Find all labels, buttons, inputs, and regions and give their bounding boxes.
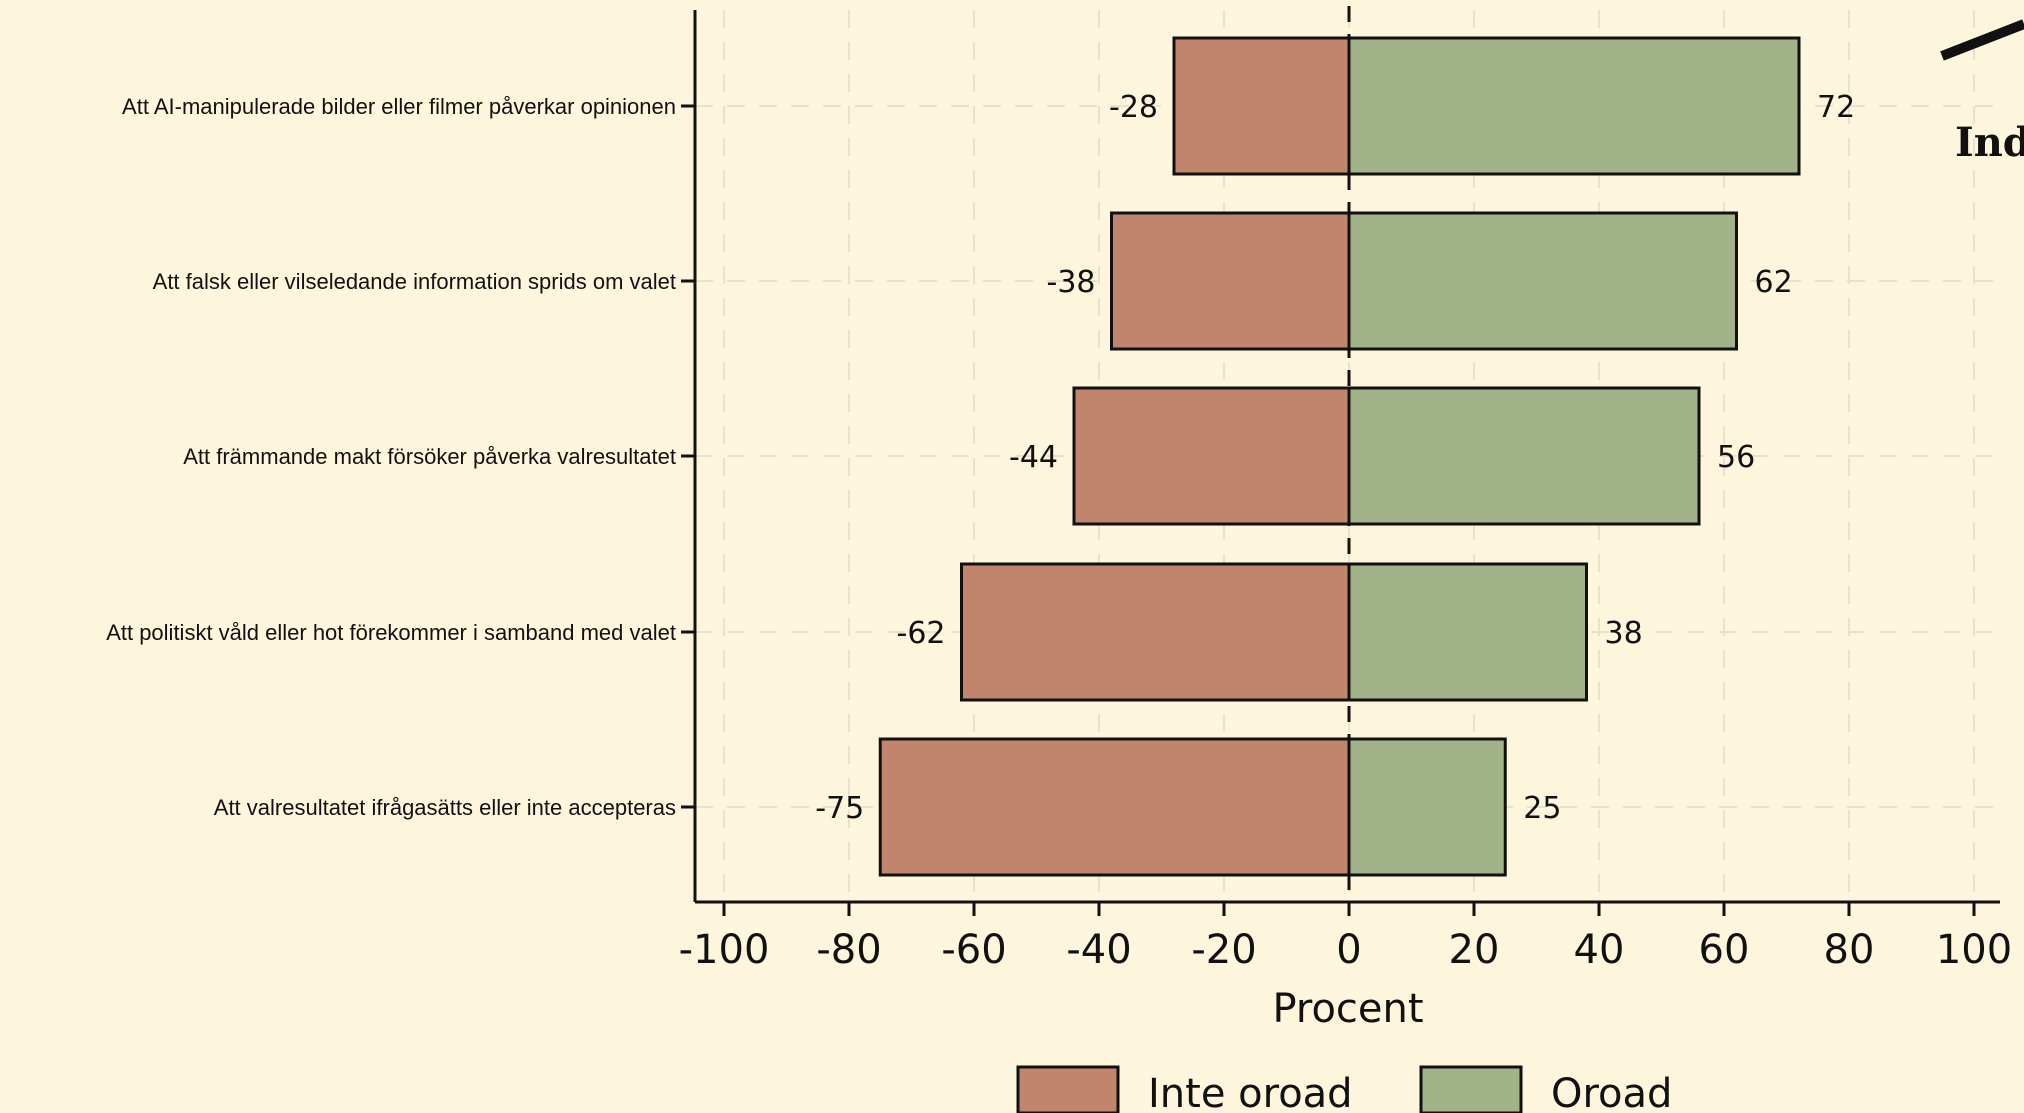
value-labels: -28 -38 -44 -62 -75 72 62 56 38 25	[815, 90, 1855, 826]
bar-inte-oroad	[878, 737, 1351, 877]
axes	[681, 10, 2000, 916]
legend-label: Inte oroad	[1148, 1071, 1353, 1113]
bar-oroad	[1347, 211, 1738, 351]
bar-oroad	[1347, 386, 1701, 526]
corner-fragment: Ind	[1940, 19, 2024, 166]
category-label: Att AI-manipulerade bilder eller filmer …	[122, 94, 676, 119]
bar-oroad	[1347, 562, 1588, 702]
bar-oroad	[1347, 737, 1507, 877]
x-tick-labels: -100 -80 -60 -40 -20 0 20 40 60 80 100	[679, 927, 2013, 973]
x-tick-label: -60	[941, 927, 1006, 973]
x-tick-label: 80	[1824, 927, 1875, 973]
x-tick-label: 100	[1936, 927, 2012, 973]
category-label: Att valresultatet ifrågasätts eller inte…	[214, 795, 676, 820]
x-tick-label: -80	[816, 927, 881, 973]
corner-text: Ind	[1955, 119, 2024, 166]
bar-inte-oroad	[1172, 36, 1351, 176]
bar-inte-oroad	[1072, 386, 1351, 526]
legend-swatch	[1016, 1065, 1120, 1113]
value-label: -28	[1109, 90, 1158, 125]
value-label: 72	[1817, 90, 1855, 125]
bar-inte-oroad	[960, 562, 1351, 702]
value-label: -38	[1047, 265, 1096, 300]
x-axis-title: Procent	[1272, 986, 1423, 1032]
category-label: Att falsk eller vilseledande information…	[153, 269, 676, 294]
bars	[878, 36, 1801, 877]
x-tick-label: 40	[1574, 927, 1625, 973]
legend: Inte oroad Oroad	[1016, 1065, 1672, 1113]
x-tick-label: 20	[1449, 927, 1500, 973]
bar-oroad	[1347, 36, 1801, 176]
value-label: 38	[1605, 616, 1643, 651]
x-tick-label: 60	[1699, 927, 1750, 973]
corner-slash-mark	[1940, 19, 2024, 61]
x-tick-label: -20	[1191, 927, 1256, 973]
value-label: 56	[1717, 440, 1755, 475]
value-label: 25	[1523, 791, 1561, 826]
category-label: Att politiskt våld eller hot förekommer …	[106, 620, 676, 645]
value-label: 62	[1755, 265, 1793, 300]
x-tick-label: -40	[1066, 927, 1131, 973]
legend-swatch	[1419, 1065, 1523, 1113]
bar-inte-oroad	[1110, 211, 1351, 351]
value-label: -75	[815, 791, 864, 826]
legend-label: Oroad	[1551, 1071, 1672, 1113]
value-label: -62	[897, 616, 946, 651]
x-tick-label: -100	[679, 927, 770, 973]
category-labels: Att AI-manipulerade bilder eller filmer …	[106, 94, 676, 820]
value-label: -44	[1009, 440, 1058, 475]
category-label: Att främmande makt försöker påverka valr…	[183, 444, 676, 469]
x-tick-label: 0	[1336, 927, 1361, 973]
